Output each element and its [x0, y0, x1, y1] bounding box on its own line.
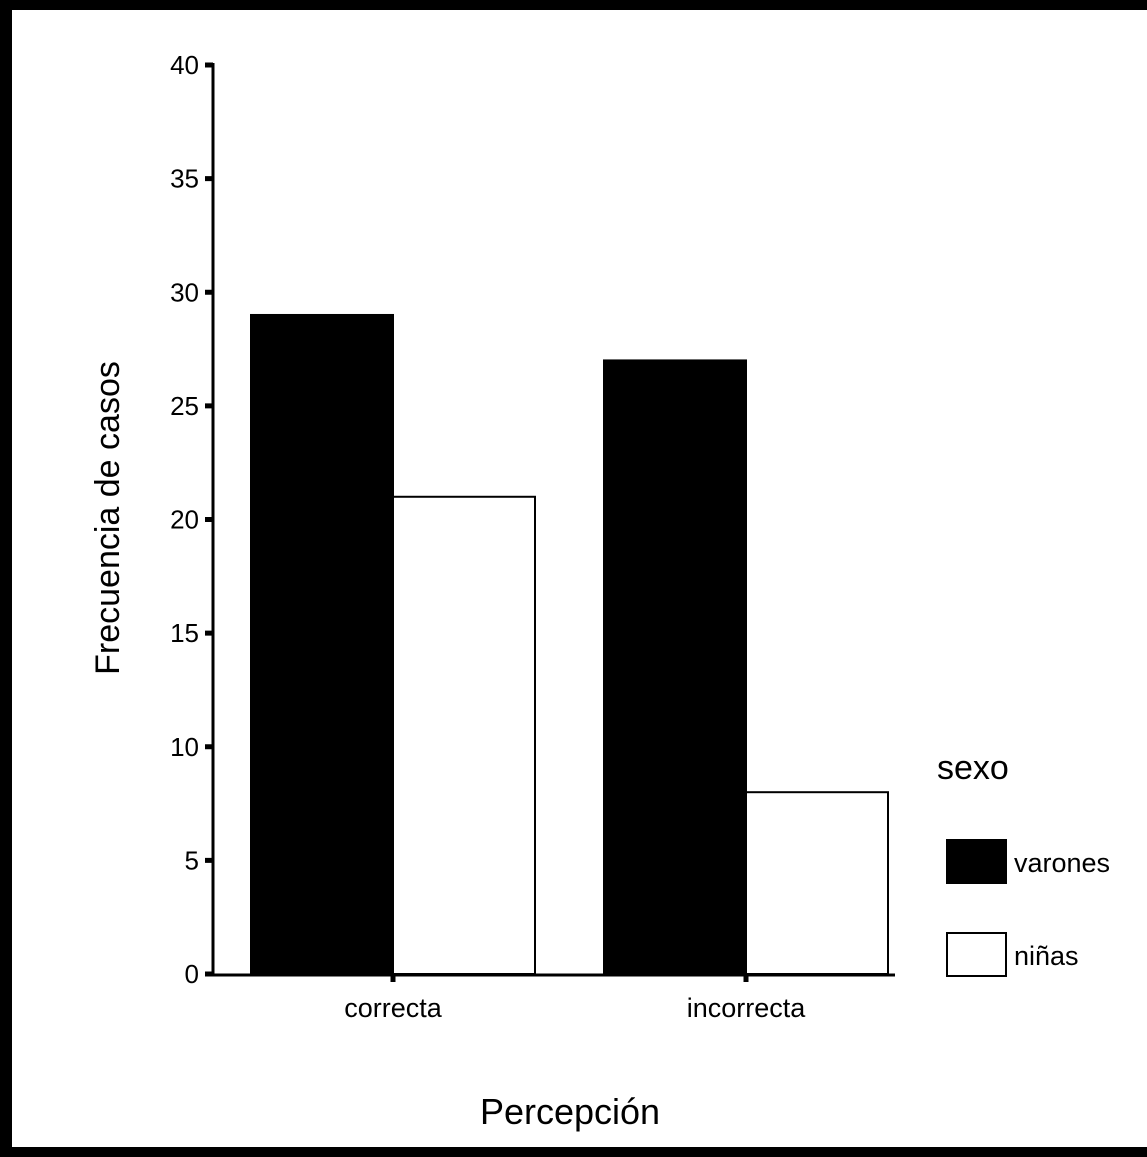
x-axis: correcta incorrecta [213, 973, 895, 1023]
y-tick-label: 20 [170, 505, 199, 535]
bar-niñas-correcta [392, 495, 536, 975]
y-axis: 0 5 10 15 20 25 30 35 40 [170, 50, 215, 989]
legend-label-niñas: niñas [1014, 941, 1079, 971]
legend-swatch-varones [946, 839, 1007, 884]
x-tick-label: correcta [344, 993, 443, 1023]
x-tick-label: incorrecta [687, 993, 807, 1023]
y-tick-label: 10 [170, 732, 199, 762]
legend: sexo varones niñas [937, 749, 1110, 977]
bar-niñas-incorrecta [745, 791, 889, 976]
y-tick-label: 15 [170, 618, 199, 648]
y-tick-label: 40 [170, 50, 199, 80]
x-axis-label: Percepción [480, 1091, 660, 1132]
y-tick-label: 5 [185, 845, 199, 875]
legend-title: sexo [937, 749, 1009, 787]
y-tick-label: 0 [185, 959, 199, 989]
bar-varones-correcta [250, 313, 394, 976]
y-axis-label: Frecuencia de casos [89, 361, 127, 675]
bar-varones-incorrecta [603, 359, 747, 975]
bars [250, 313, 889, 976]
y-tick-label: 35 [170, 164, 199, 194]
y-tick-label: 25 [170, 391, 199, 421]
y-tick-label: 30 [170, 277, 199, 307]
legend-label-varones: varones [1014, 848, 1110, 878]
legend-swatch-niñas [946, 932, 1007, 977]
